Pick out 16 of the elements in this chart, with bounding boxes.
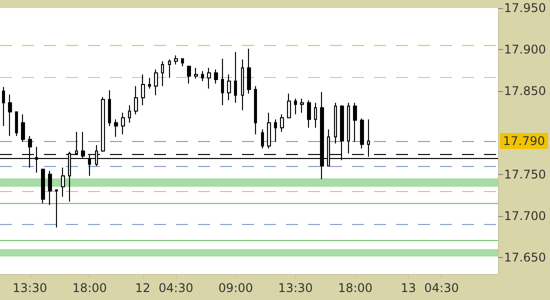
x-tick-label: 18:00 [72,281,107,295]
x-tick-label: 12 [135,281,150,295]
x-tick-label: 13:30 [278,281,313,295]
y-tick-label: 17.900 [504,42,546,57]
x-tick-label: 09:00 [218,281,254,295]
ref-line-label: 17.790 [503,134,545,148]
y-tick-label: 17.650 [504,250,546,264]
x-tick-label: 18:00 [338,281,373,295]
x-tick-label: 04:30 [424,281,459,295]
y-tick-label: 17.950 [504,1,546,15]
y-tick-label: 17.850 [504,84,546,98]
y-tick-label: 17.750 [504,167,546,182]
x-tick-label: 13 [400,281,416,295]
x-tick-label: 13:30 [12,281,48,295]
x-tick-label: 04:30 [158,281,194,295]
y-tick-label: 17.700 [504,208,546,223]
